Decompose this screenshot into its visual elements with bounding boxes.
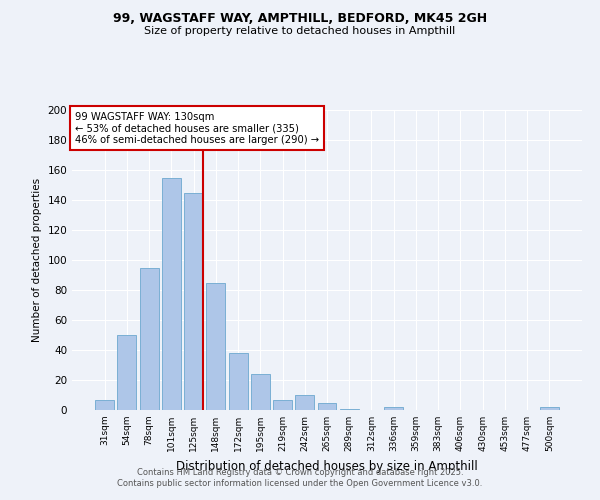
Bar (273, 400, 292, 410)
Bar (140, 268, 158, 410)
Bar (340, 408, 359, 410)
Text: 99, WAGSTAFF WAY, AMPTHILL, BEDFORD, MK45 2GH: 99, WAGSTAFF WAY, AMPTHILL, BEDFORD, MK4… (113, 12, 487, 26)
Y-axis label: Number of detached properties: Number of detached properties (32, 178, 42, 342)
Bar (384, 407, 403, 410)
Text: Contains HM Land Registry data © Crown copyright and database right 2025.
Contai: Contains HM Land Registry data © Crown c… (118, 468, 482, 487)
Text: 99 WAGSTAFF WAY: 130sqm
← 53% of detached houses are smaller (335)
46% of semi-d: 99 WAGSTAFF WAY: 130sqm ← 53% of detache… (74, 112, 319, 144)
Bar (317, 402, 337, 410)
Text: Size of property relative to detached houses in Ampthill: Size of property relative to detached ho… (145, 26, 455, 36)
Bar (118, 335, 136, 410)
Bar (95, 400, 114, 410)
X-axis label: Distribution of detached houses by size in Ampthill: Distribution of detached houses by size … (176, 460, 478, 472)
Bar (184, 192, 203, 410)
Bar (295, 395, 314, 410)
Bar (251, 374, 270, 410)
Bar (206, 282, 225, 410)
Bar (162, 178, 181, 410)
Bar (540, 407, 559, 410)
Bar (229, 353, 248, 410)
